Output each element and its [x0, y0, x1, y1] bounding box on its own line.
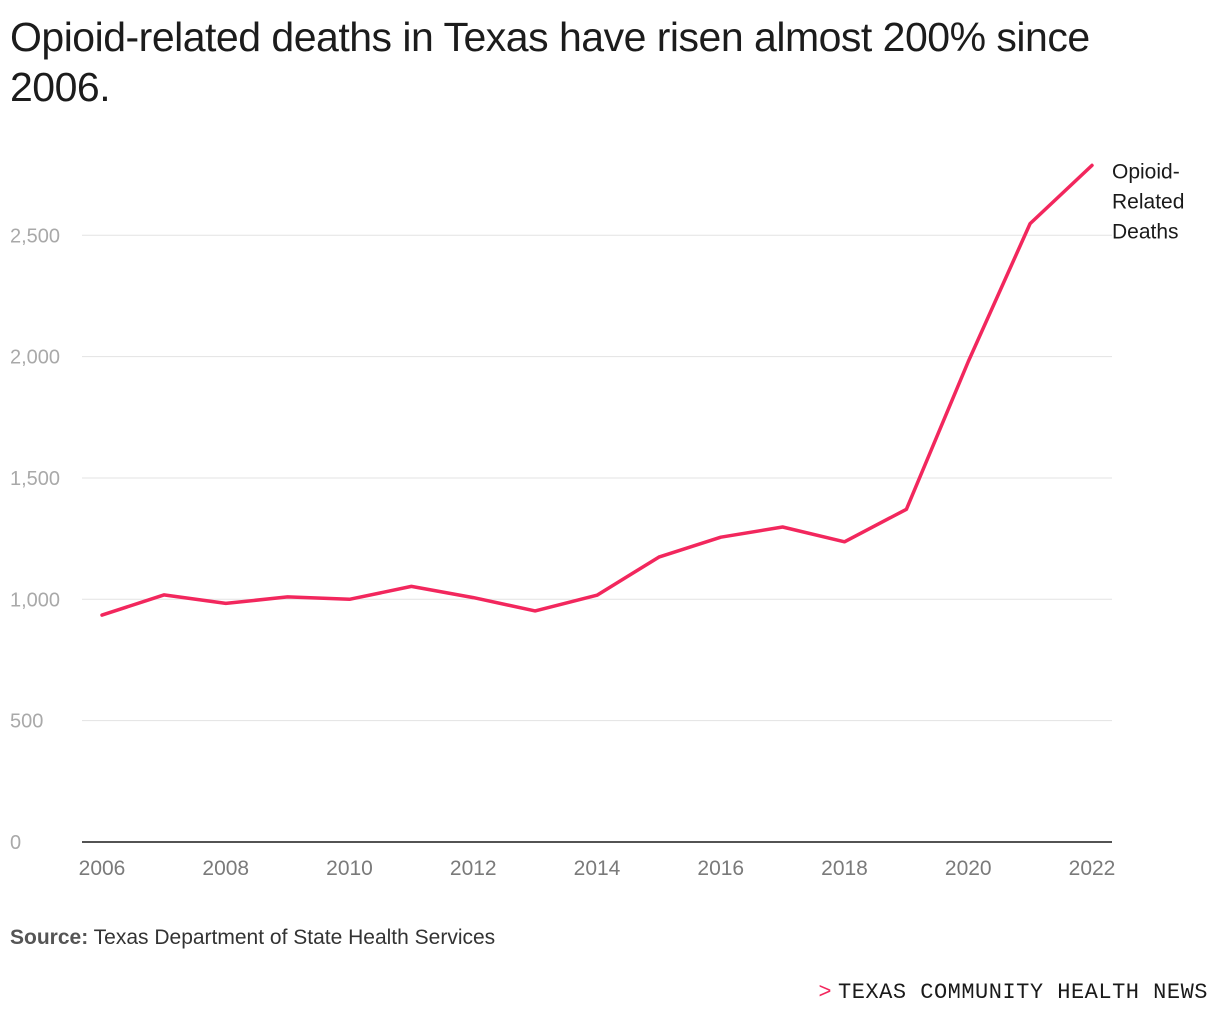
y-tick-label-500: 500 [10, 711, 43, 733]
y-tick-label-2000: 2,000 [10, 347, 60, 369]
source-text: Texas Department of State Health Service… [93, 926, 496, 949]
x-tick-label-2018: 2018 [821, 857, 868, 880]
x-tick-label-2008: 2008 [202, 857, 249, 880]
source-label: Source: [10, 926, 89, 949]
series-labels: Opioid- Related Deaths [1112, 160, 1184, 243]
source-note: Source: Texas Department of State Health… [10, 926, 495, 950]
x-axis-ticks: 2006 2008 2010 2012 2014 2016 2018 2020 2022 [79, 857, 1116, 880]
x-tick-label-2012: 2012 [450, 857, 497, 880]
series-line-opioid-related-deaths [100, 163, 1094, 617]
brand-name: TEXAS COMMUNITY HEALTH NEWS [838, 980, 1208, 1005]
y-tick-label-1000: 1,000 [10, 589, 60, 611]
x-tick-label-2020: 2020 [945, 857, 992, 880]
line-chart: 0 500 1,000 1,500 2,000 2,500 2006 2008 2010 201… [10, 160, 1184, 880]
grid-lines [82, 234, 1112, 722]
series-label-line-2: Related [1112, 190, 1184, 213]
x-tick-label-2010: 2010 [326, 857, 373, 880]
x-tick-label-2014: 2014 [574, 857, 621, 880]
series-label-line-3: Deaths [1112, 220, 1179, 243]
x-tick-label-2016: 2016 [697, 857, 744, 880]
series-label-line-1: Opioid- [1112, 160, 1180, 183]
brand-caret-icon: > [818, 980, 833, 1005]
y-tick-label-1500: 1,500 [10, 468, 60, 490]
brand-logo: > TEXAS COMMUNITY HEALTH NEWS [818, 980, 1208, 1005]
y-tick-label-0: 0 [10, 832, 21, 854]
x-tick-label-2006: 2006 [79, 857, 126, 880]
y-axis-ticks: 0 500 1,000 1,500 2,000 2,500 [10, 225, 60, 854]
series-lines [100, 163, 1094, 617]
y-tick-label-2500: 2,500 [10, 225, 60, 247]
x-tick-label-2022: 2022 [1069, 857, 1116, 880]
chart-title: Opioid-related deaths in Texas have rise… [10, 14, 1090, 110]
